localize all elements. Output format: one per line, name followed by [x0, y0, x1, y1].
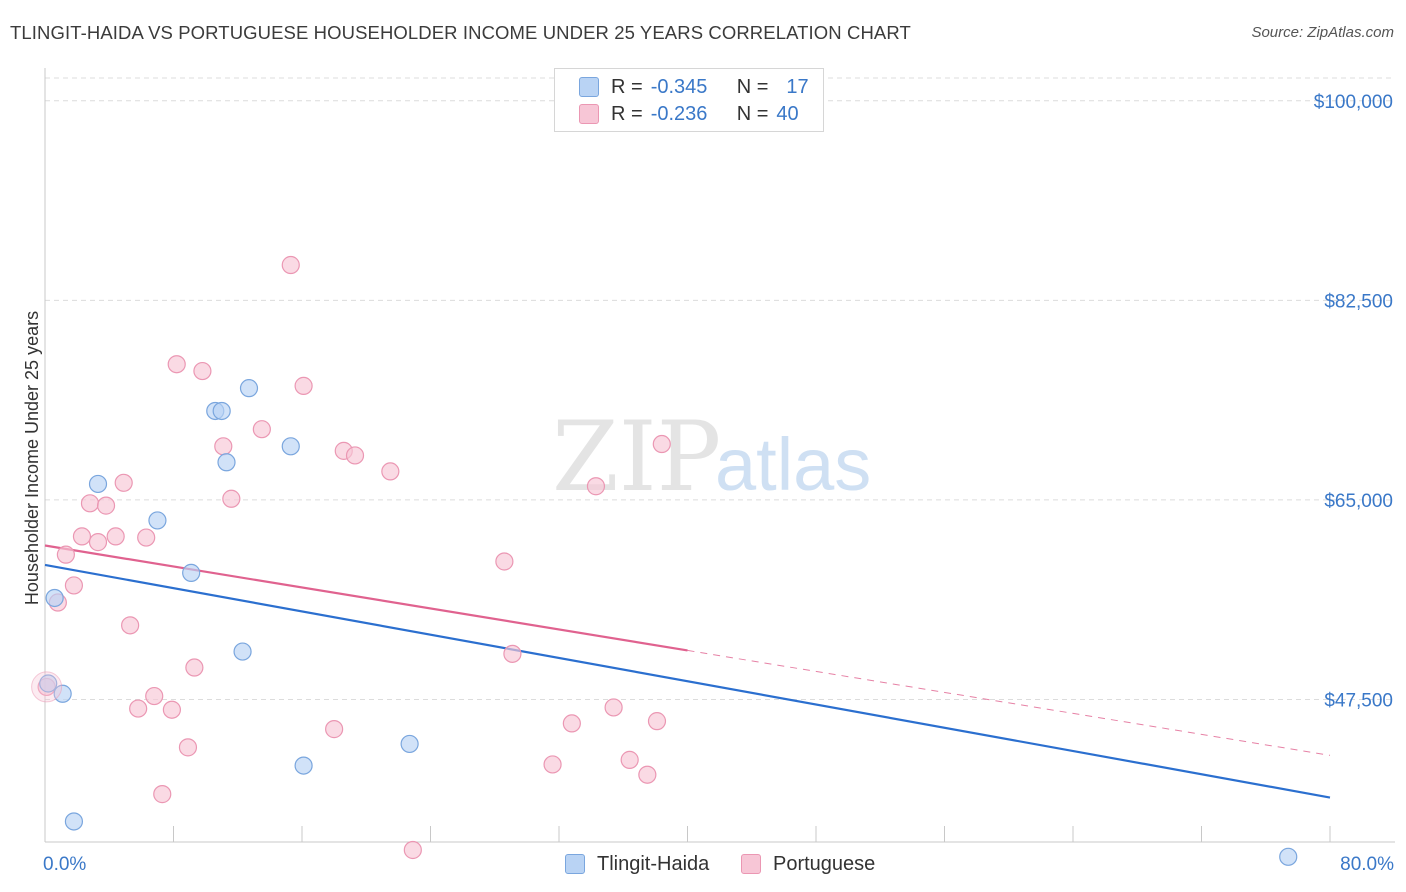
- legend-r-label: R =: [611, 75, 643, 98]
- legend-swatch-blue: [579, 77, 599, 97]
- point-tlingit-haida: [88, 474, 108, 494]
- bottom-legend-tlingit-haida: Tlingit-Haida: [565, 850, 709, 878]
- points-layer: [31, 255, 1298, 866]
- point-tlingit-haida: [217, 453, 236, 472]
- point-portuguese: [178, 738, 198, 757]
- point-portuguese: [222, 489, 241, 508]
- point-portuguese: [562, 714, 581, 733]
- legend-r-label: R =: [611, 102, 643, 125]
- point-portuguese: [145, 686, 164, 706]
- legend-n-label: N =: [736, 75, 769, 98]
- point-portuguese: [503, 644, 522, 663]
- point-portuguese: [620, 750, 639, 769]
- bottom-legend-portuguese: Portuguese: [741, 850, 875, 878]
- bottom-swatch-blue: [565, 854, 585, 874]
- point-portuguese-halo: [31, 671, 63, 703]
- point-portuguese: [638, 765, 657, 784]
- point-tlingit-haida: [53, 684, 72, 703]
- bottom-legend-label: Tlingit-Haida: [597, 852, 710, 875]
- chart-title: TLINGIT-HAIDA VS PORTUGUESE HOUSEHOLDER …: [10, 22, 911, 43]
- point-tlingit-haida: [400, 734, 419, 754]
- watermark-zip: ZIP: [552, 401, 721, 513]
- watermark: ZIP atlas: [552, 401, 871, 513]
- x-tick-label-left: 0.0%: [43, 854, 86, 875]
- trend-extension-portuguese: [687, 649, 1331, 756]
- legend-n-value: 40: [776, 102, 799, 125]
- legend-row-portuguese: R = -0.236 N = 40: [579, 102, 799, 126]
- point-tlingit-haida: [182, 563, 201, 582]
- point-tlingit-haida: [281, 437, 300, 456]
- point-portuguese: [214, 437, 233, 456]
- point-tlingit-haida: [239, 379, 259, 398]
- watermark-atlas: atlas: [715, 423, 871, 506]
- bottom-swatch-pink: [741, 854, 761, 874]
- point-portuguese: [252, 420, 271, 439]
- y-tick-label: $65,000: [1324, 491, 1393, 512]
- point-portuguese: [185, 658, 204, 677]
- point-portuguese: [114, 473, 133, 492]
- trend-line-tlingit-haida: [44, 563, 1331, 799]
- y-tick-label: $47,500: [1324, 690, 1393, 711]
- x-tick-label-right: 80.0%: [1340, 854, 1394, 875]
- point-portuguese: [167, 355, 186, 374]
- legend-n-value: 17: [786, 75, 809, 98]
- point-portuguese: [647, 712, 667, 731]
- point-portuguese: [162, 700, 181, 719]
- point-portuguese: [345, 446, 365, 465]
- bottom-legend-label: Portuguese: [773, 852, 876, 875]
- point-tlingit-haida: [1279, 847, 1298, 866]
- axes-layer: [44, 68, 1395, 843]
- point-tlingit-haida: [212, 401, 231, 421]
- point-portuguese: [652, 434, 671, 454]
- point-tlingit-haida: [148, 511, 167, 530]
- source-credit: Source: ZipAtlas.com: [1251, 24, 1394, 41]
- y-tick-label: $100,000: [1314, 92, 1393, 113]
- labels-layer: $47,500 $65,000 $82,500 $100,000 0.0% 80.0%: [43, 92, 1394, 875]
- legend-swatch-pink: [579, 104, 599, 124]
- point-portuguese: [129, 699, 148, 718]
- point-portuguese: [106, 527, 125, 546]
- y-tick-label: $82,500: [1324, 291, 1393, 312]
- point-portuguese: [153, 785, 172, 804]
- point-tlingit-haida: [64, 812, 84, 831]
- point-portuguese: [403, 840, 422, 860]
- point-portuguese: [64, 576, 84, 595]
- point-portuguese: [294, 376, 313, 395]
- point-portuguese: [543, 755, 562, 774]
- legend-r-value: -0.345: [650, 75, 708, 98]
- point-tlingit-haida: [294, 756, 313, 775]
- point-portuguese: [56, 545, 75, 564]
- legend-r-value: -0.236: [650, 102, 708, 125]
- point-portuguese: [88, 533, 108, 552]
- point-tlingit-haida: [233, 642, 252, 661]
- point-portuguese: [281, 255, 300, 275]
- point-portuguese: [604, 698, 623, 717]
- legend-n-label: N =: [736, 102, 769, 125]
- point-portuguese: [96, 496, 116, 515]
- point-portuguese: [72, 527, 92, 546]
- point-portuguese: [586, 477, 606, 496]
- point-portuguese: [121, 616, 140, 635]
- point-portuguese: [495, 552, 514, 571]
- point-portuguese: [80, 494, 100, 513]
- trend-layer: [44, 544, 1331, 799]
- point-tlingit-haida: [45, 588, 64, 608]
- point-portuguese: [137, 528, 156, 547]
- point-portuguese: [193, 361, 212, 381]
- correlation-legend: R = -0.345 N = 17 R = -0.236 N = 40: [554, 68, 824, 132]
- trend-line-portuguese: [44, 544, 688, 652]
- point-tlingit-haida: [39, 674, 58, 693]
- y-axis-title: Householder Income Under 25 years: [22, 311, 42, 605]
- point-portuguese: [381, 462, 400, 481]
- legend-row-tlingit-haida: R = -0.345 N = 17: [579, 75, 809, 99]
- point-portuguese: [325, 720, 344, 739]
